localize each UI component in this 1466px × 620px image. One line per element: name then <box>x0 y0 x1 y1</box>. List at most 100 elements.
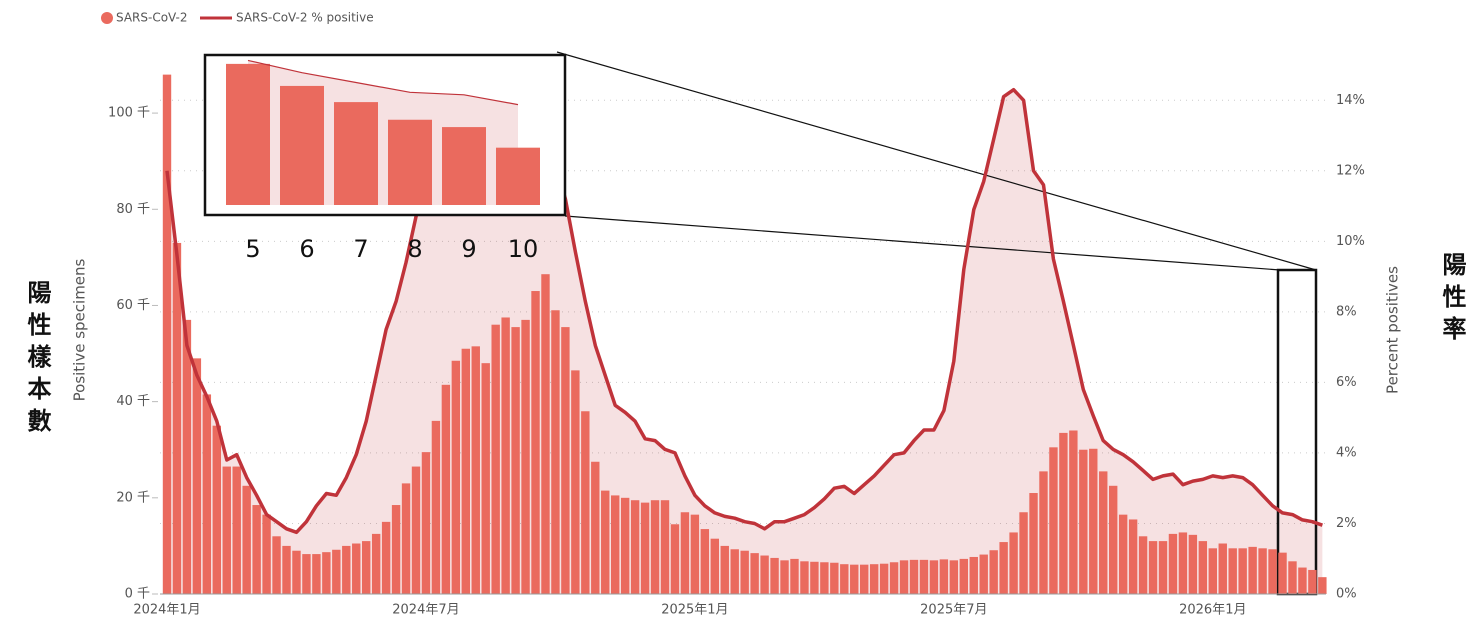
bar <box>1168 533 1178 594</box>
bar <box>1148 541 1158 594</box>
y2-tick-label: 0% <box>1336 587 1357 602</box>
bar <box>740 550 749 594</box>
legend-label: SARS-CoV-2 % positive <box>236 11 374 25</box>
bar <box>650 500 660 594</box>
bar <box>451 360 461 594</box>
x-tick-label: 2026年1月 <box>1179 603 1246 618</box>
inset-label: 5 <box>245 235 260 263</box>
y-tick-label: 40 千 <box>116 394 150 409</box>
inset-bar <box>388 119 432 205</box>
y-tick-label: 80 千 <box>116 202 150 217</box>
legend-label: SARS-CoV-2 <box>116 11 188 25</box>
bar <box>1258 548 1267 594</box>
bar <box>272 536 281 594</box>
bar <box>720 545 729 594</box>
bar <box>501 317 510 594</box>
bar <box>162 74 172 595</box>
bar <box>969 556 978 594</box>
y-tick-label: 0 千 <box>125 587 150 602</box>
bar <box>1308 569 1317 594</box>
bar <box>979 554 988 594</box>
bar <box>770 557 779 594</box>
bar <box>1128 519 1138 594</box>
bar <box>611 495 620 594</box>
bar <box>481 363 490 594</box>
bar <box>730 549 739 594</box>
x-tick-label: 2025年1月 <box>661 603 728 618</box>
bar <box>790 558 799 594</box>
bar <box>1208 548 1217 594</box>
bar <box>1109 485 1118 594</box>
bar <box>591 461 600 594</box>
bar <box>581 411 590 594</box>
bar <box>1248 546 1257 594</box>
bar <box>1278 552 1287 594</box>
inset-label: 7 <box>353 235 368 263</box>
bar <box>1318 577 1327 594</box>
bar <box>461 348 470 594</box>
bar <box>1158 541 1168 594</box>
bar <box>222 466 231 594</box>
bar <box>1069 430 1078 594</box>
bar <box>999 542 1008 594</box>
bar <box>1228 548 1237 594</box>
legend-marker <box>101 12 113 24</box>
bar <box>989 550 998 594</box>
bar <box>531 291 540 594</box>
bar <box>391 505 401 594</box>
bar <box>1009 532 1018 594</box>
bar <box>212 425 221 594</box>
bar <box>1198 541 1208 594</box>
bar <box>202 394 212 594</box>
bar <box>710 538 719 594</box>
y2-tick-label: 6% <box>1336 375 1357 390</box>
y-tick-label: 100 千 <box>108 106 150 121</box>
bar <box>1039 471 1048 594</box>
y2-note: 陽性率 <box>1438 252 1466 348</box>
y2-tick-label: 4% <box>1336 445 1357 460</box>
bar <box>282 545 291 594</box>
bar <box>889 562 899 594</box>
bar <box>1118 514 1128 594</box>
zoom-connector <box>564 215 1281 271</box>
bar <box>441 384 451 594</box>
x-tick-label: 2025年7月 <box>920 603 987 618</box>
bar <box>262 514 271 594</box>
bar <box>302 554 311 594</box>
bar <box>232 466 241 594</box>
bar <box>571 370 580 594</box>
bar <box>670 524 680 594</box>
bar <box>1298 567 1307 594</box>
bar <box>551 310 560 594</box>
y2-tick-label: 8% <box>1336 304 1357 319</box>
bar <box>700 529 710 594</box>
bar <box>252 505 261 594</box>
bar <box>760 555 769 594</box>
bar <box>342 545 351 594</box>
bar <box>172 242 182 594</box>
bar <box>1188 534 1198 594</box>
bar <box>860 564 869 594</box>
inset-bar <box>334 102 378 205</box>
bar <box>1019 512 1028 594</box>
bar <box>322 552 331 594</box>
bar <box>431 420 441 594</box>
bar <box>820 562 829 594</box>
line <box>165 87 1323 535</box>
bar <box>182 319 192 594</box>
bar <box>312 554 321 594</box>
y-axis-title: Positive specimens <box>71 258 89 401</box>
bar <box>939 559 949 594</box>
inset-label: 6 <box>299 235 314 263</box>
bar <box>1059 432 1068 594</box>
bar <box>929 560 939 594</box>
bar <box>521 319 530 594</box>
bar <box>1218 543 1227 594</box>
bar <box>1079 449 1088 594</box>
bar <box>1178 532 1188 594</box>
bar <box>192 358 202 594</box>
bar <box>421 452 431 594</box>
bar <box>780 560 789 594</box>
y2-tick-label: 12% <box>1336 163 1365 178</box>
bar <box>381 521 391 594</box>
